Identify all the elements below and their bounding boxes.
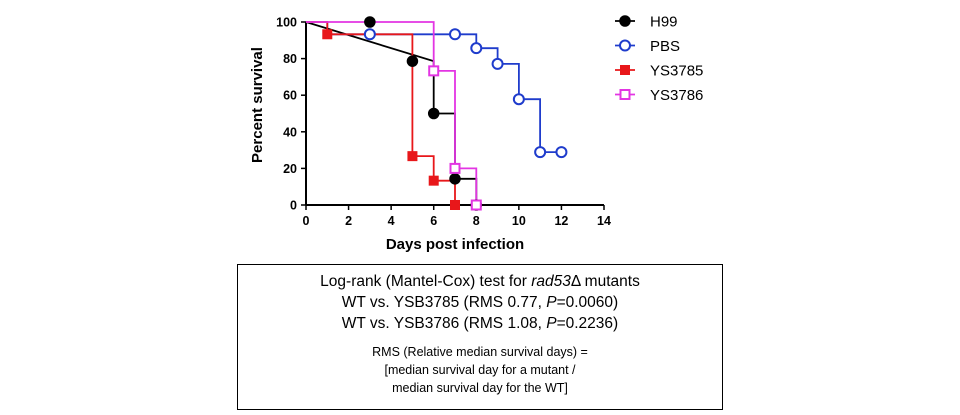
- chart-legend: H99 PBS YS3785 YS3786: [615, 14, 703, 104]
- legend-marker-h99: [619, 15, 631, 27]
- legend-marker-ys3786: [619, 89, 631, 100]
- x-tick-label: 14: [597, 214, 611, 228]
- comparison-label: WT vs. YSB3785 (RMS 0.77,: [341, 294, 547, 311]
- y-tick-label: 60: [283, 89, 297, 103]
- x-axis-title: Days post infection: [386, 236, 524, 253]
- legend-label-ys3785: YS3785: [650, 63, 703, 80]
- x-tick-label: 2: [345, 214, 352, 228]
- data-point-ys3785: [428, 175, 439, 186]
- y-axis-title: Percent survival: [249, 47, 266, 163]
- stats-title-gene: rad53: [531, 273, 571, 290]
- comparison-label: WT vs. YSB3786 (RMS 1.08,: [341, 315, 547, 332]
- data-point-ys3786: [470, 199, 482, 211]
- data-point-h99: [427, 107, 440, 120]
- rms-note-line: median survival day for the WT]: [392, 381, 568, 395]
- legend-marker-ys3785: [620, 65, 630, 75]
- data-point-h99: [406, 55, 419, 67]
- stats-box: Log-rank (Mantel-Cox) test for rad53Δ mu…: [237, 264, 723, 410]
- rms-note: RMS (Relative median survival days) = [m…: [238, 343, 722, 397]
- data-point-ys3786: [449, 162, 461, 174]
- data-point-ys3785: [407, 151, 418, 162]
- x-tick-label: 4: [388, 214, 395, 228]
- data-point-pbs: [449, 28, 461, 41]
- legend-label-ys3786: YS3786: [650, 87, 703, 104]
- data-point-pbs: [534, 146, 547, 159]
- x-tick-label: 10: [512, 214, 526, 228]
- data-point-pbs: [470, 42, 483, 55]
- x-tick-label: 0: [303, 214, 310, 228]
- series-markers: [322, 16, 568, 211]
- data-point-ys3786: [428, 65, 440, 77]
- data-point-pbs: [512, 93, 525, 106]
- stats-title-suffix: Δ mutants: [570, 273, 640, 290]
- stats-title: Log-rank (Mantel-Cox) test for rad53Δ mu…: [238, 271, 722, 292]
- comparison-line: WT vs. YSB3786 (RMS 1.08, P=0.2236): [238, 313, 722, 334]
- rms-note-line: [median survival day for a mutant /: [384, 363, 576, 377]
- data-point-pbs: [491, 57, 504, 70]
- legend-label-pbs: PBS: [650, 38, 680, 55]
- p-value: =0.2236): [556, 315, 619, 332]
- legend-label-h99: H99: [650, 14, 678, 31]
- series-lines: [305, 21, 562, 205]
- survival-chart: 0 2 4 6 8 10 12 14 0 20 40 60 80 100 H99 PBS YS3785 YS37…: [249, 14, 703, 254]
- data-point-h99: [364, 16, 376, 28]
- x-tick-label: 6: [430, 214, 437, 228]
- rms-note-line: RMS (Relative median survival days) =: [372, 345, 588, 359]
- y-tick-label: 80: [283, 52, 297, 66]
- series-line-ys3786: [306, 21, 478, 205]
- data-point-pbs: [363, 28, 376, 41]
- y-tick-label: 100: [276, 16, 297, 30]
- x-tick-label: 12: [554, 214, 568, 228]
- y-tick-label: 20: [283, 162, 297, 176]
- data-point-ys3785: [322, 29, 333, 40]
- y-tick-label: 40: [283, 125, 297, 139]
- data-point-h99: [449, 173, 461, 185]
- data-point-pbs: [555, 146, 568, 159]
- chart-axes: 0 2 4 6 8 10 12 14 0 20 40 60 80 100: [276, 16, 611, 229]
- p-value: =0.0060): [556, 294, 619, 311]
- p-symbol: P: [546, 315, 557, 332]
- x-tick-label: 8: [473, 214, 480, 228]
- data-point-ys3785: [450, 200, 460, 210]
- y-tick-label: 0: [290, 199, 297, 213]
- p-symbol: P: [546, 294, 557, 311]
- legend-marker-pbs: [619, 39, 631, 52]
- stats-title-prefix: Log-rank (Mantel-Cox) test for: [320, 273, 532, 290]
- comparison-line: WT vs. YSB3785 (RMS 0.77, P=0.0060): [238, 292, 722, 313]
